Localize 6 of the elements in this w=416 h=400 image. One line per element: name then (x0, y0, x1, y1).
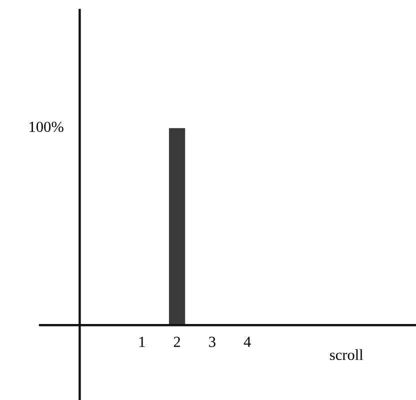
text: 100% (30, 122, 64, 132)
x-axis-title: scroll (330, 349, 364, 360)
x-tick-label: 2 (174, 336, 180, 347)
x-tick-label: 4 (244, 336, 251, 347)
x-tick-label: 1 (139, 336, 145, 347)
x-tick-label: 3 (209, 336, 216, 348)
